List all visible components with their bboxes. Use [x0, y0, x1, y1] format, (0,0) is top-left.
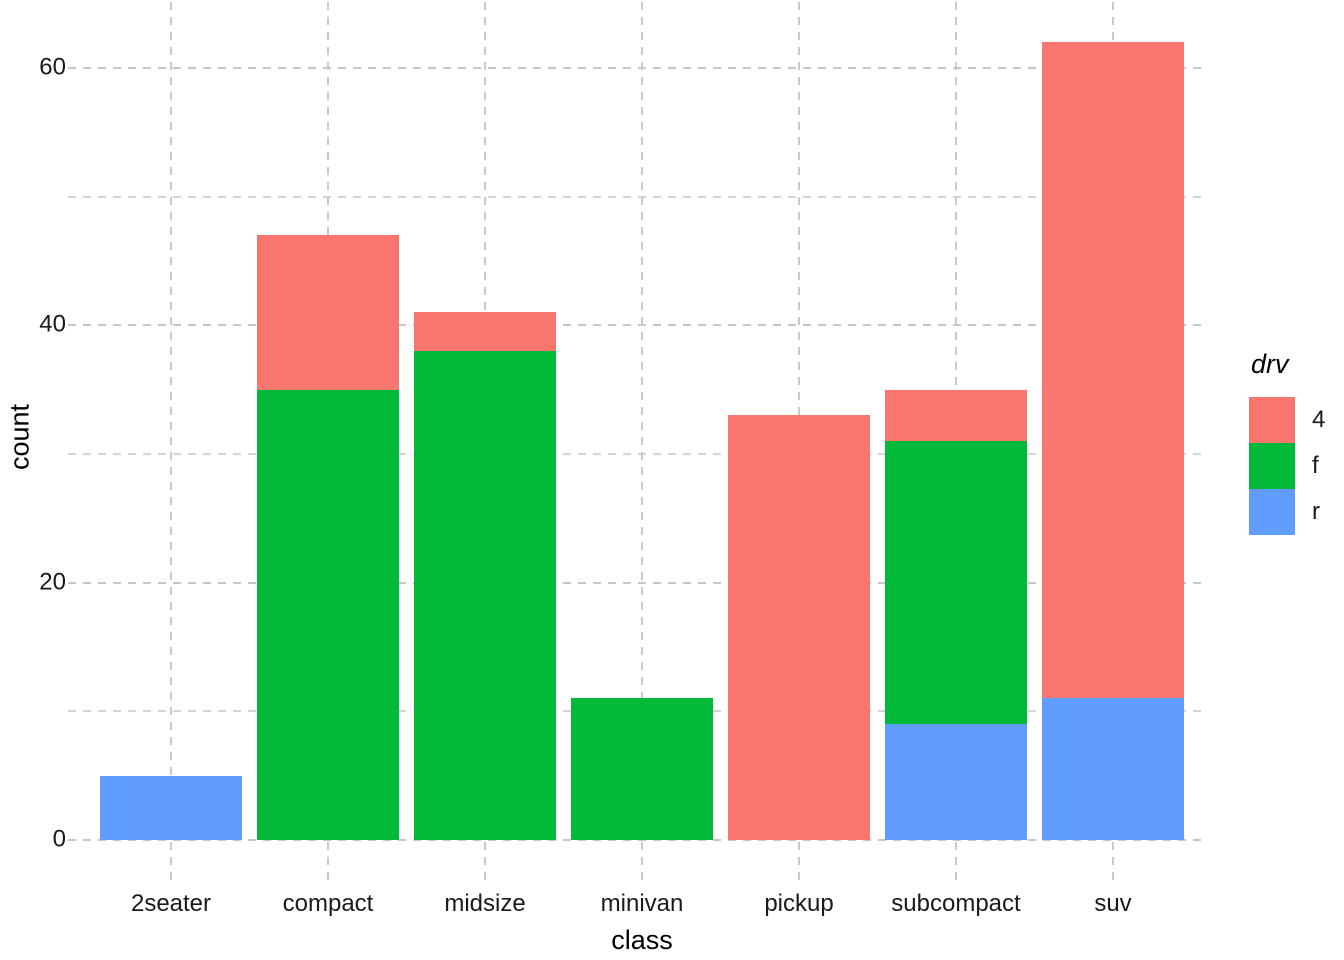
- bar-segment-midsize-f: [414, 351, 556, 840]
- minor-gridline: [68, 195, 1203, 198]
- legend-title: drv: [1251, 349, 1289, 379]
- category-gridline: [641, 2, 643, 885]
- major-gridline: [68, 839, 1203, 841]
- legend-key-f: [1249, 443, 1295, 489]
- bar-segment-suv-4: [1042, 42, 1184, 699]
- major-gridline: [68, 581, 1203, 584]
- legend-key-r: [1249, 489, 1295, 535]
- bar-segment-subcompact-r: [885, 724, 1027, 840]
- category-gridline: [170, 2, 172, 885]
- minor-gridline: [68, 452, 1203, 455]
- y-tick-label: 60: [39, 53, 66, 81]
- bar-segment-suv-r: [1042, 698, 1184, 840]
- bar-segment-midsize-4: [414, 312, 556, 352]
- bar-segment-compact-4: [257, 235, 399, 390]
- legend-label-4: 4: [1312, 406, 1326, 433]
- bar-segment-subcompact-f: [885, 441, 1027, 725]
- bar-segment-2seater-r: [100, 775, 242, 840]
- major-gridline: [68, 66, 1203, 69]
- x-tick-label: pickup: [764, 890, 834, 917]
- x-tick-label: suv: [1094, 890, 1132, 917]
- x-tick-label: minivan: [600, 890, 684, 917]
- x-tick-label: compact: [282, 890, 374, 917]
- major-gridline: [68, 324, 1203, 327]
- legend-label-r: r: [1312, 498, 1320, 525]
- y-tick-label: 40: [39, 310, 66, 338]
- x-tick-label: subcompact: [891, 890, 1021, 917]
- bar-segment-compact-f: [257, 389, 399, 840]
- y-tick-label: 20: [39, 568, 66, 596]
- bar-segment-minivan-f: [571, 698, 713, 840]
- x-axis-title: class: [611, 925, 673, 955]
- legend-label-f: f: [1312, 452, 1319, 479]
- y-tick-label: 0: [52, 825, 66, 853]
- y-axis-title: count: [4, 403, 35, 471]
- legend-key-4: [1249, 397, 1295, 443]
- x-tick-label: 2seater: [130, 890, 212, 917]
- x-tick-label: midsize: [444, 890, 526, 917]
- bar-segment-subcompact-4: [885, 389, 1027, 442]
- bar-segment-pickup-4: [728, 415, 870, 840]
